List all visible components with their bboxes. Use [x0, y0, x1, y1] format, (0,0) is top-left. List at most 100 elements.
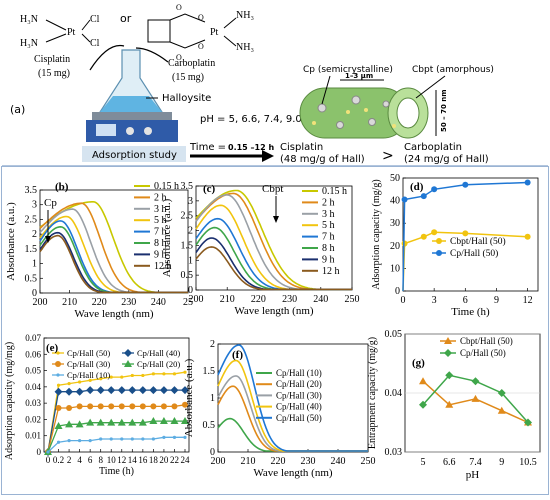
cbpt-amorphous-label: Cbpt (amorphous) — [412, 65, 494, 75]
y-tick-label: 0.02 — [25, 414, 41, 424]
x-tick-label: 210 — [220, 294, 235, 305]
data-point — [524, 179, 531, 186]
legend-label: 9 h — [154, 249, 167, 260]
data-point — [67, 439, 71, 443]
y-tick-label: 0 — [37, 447, 42, 457]
time-value: 0.15 –12 h — [228, 143, 274, 152]
legend-label: Cp/Hall (50) — [67, 348, 110, 358]
x-tick-label: 24 — [181, 455, 191, 465]
x-tick-label: 20 — [159, 455, 169, 465]
data-point — [151, 372, 155, 376]
legend-label: Cp/Hall (30) — [276, 390, 322, 400]
or-label: or — [120, 12, 132, 25]
series-line-Cp-Hall-30- — [47, 404, 186, 453]
x-tick-label: 3 — [432, 295, 437, 306]
data-point — [120, 437, 124, 441]
data-point — [118, 403, 125, 410]
data-point — [117, 386, 126, 395]
flask-liquid — [100, 96, 162, 112]
y-tick-label: 10 — [390, 263, 400, 274]
series-line-12-h — [39, 234, 188, 294]
x-tick-label: 200 — [33, 297, 48, 308]
data-point — [54, 387, 63, 396]
data-point — [76, 403, 83, 410]
x-tick-label: 200 — [189, 294, 204, 305]
data-point — [88, 439, 92, 443]
x-tick-label: 250 — [361, 456, 376, 467]
data-point — [524, 418, 532, 427]
x-tick-label: 220 — [92, 297, 107, 308]
y-tick-label: 0.5 — [181, 270, 194, 281]
data-point — [96, 418, 105, 426]
data-point — [151, 437, 155, 441]
time-arrow-head — [262, 150, 274, 162]
y-tick-label: 40 — [390, 196, 400, 207]
data-point — [130, 437, 134, 441]
x-tick-label: 210 — [62, 297, 77, 308]
legend-label: Cp/Hall (10) — [67, 370, 110, 380]
data-point — [107, 418, 116, 426]
data-point — [149, 386, 158, 395]
legend-label: Cp/Hall (40) — [137, 348, 180, 358]
series-line-Cp-Hall-50- — [217, 344, 368, 452]
y-tick-label: 0 — [32, 288, 37, 299]
legend-label: 8 h — [322, 243, 335, 254]
x-tick-label: 230 — [282, 294, 297, 305]
carboplatin-nh3-top: NH₃ — [236, 10, 254, 21]
chart-d-plot-area — [402, 177, 539, 292]
x-tick-label: 10 — [107, 455, 117, 465]
y-tick-label: 1.5 — [203, 366, 216, 377]
y-tick-label: 0 — [395, 286, 400, 297]
cbpt-pointer — [415, 75, 446, 99]
annotation-arrowhead — [45, 236, 51, 243]
drug-particle — [317, 103, 327, 113]
data-point — [107, 386, 116, 395]
y-tick-label: 20 — [390, 241, 400, 252]
y-tick-label: 2 — [32, 229, 37, 240]
panel-label: (b) — [55, 181, 69, 193]
time-label: Time = — [189, 142, 226, 153]
x-tick-label: 16 — [138, 455, 148, 465]
data-point — [120, 375, 124, 379]
stirrer-plate — [92, 112, 172, 120]
legend-label: Cp/Hall (10) — [276, 368, 322, 378]
data-point — [170, 386, 179, 395]
legend-label: Cp/Hall (20) — [137, 359, 180, 369]
data-point — [55, 405, 62, 412]
x-tick-label: 9 — [499, 457, 504, 468]
scheme-background — [1, 1, 549, 166]
x-tick-label: 240 — [331, 456, 346, 467]
y-tick-label: 1 — [210, 393, 215, 404]
stirrer-knob-1 — [126, 127, 134, 135]
y-tick-label: 0.5 — [25, 273, 38, 284]
arrow-carboplatin-to-flask — [135, 47, 169, 63]
data-point — [431, 229, 438, 236]
data-point — [419, 377, 427, 385]
x-tick-label: 4 — [77, 455, 82, 465]
y-tick-label: 0.07 — [25, 333, 41, 343]
x-tick-label: 12 — [117, 455, 126, 465]
data-point — [141, 437, 145, 441]
panel-label: (e) — [46, 342, 59, 354]
x-axis-label: Wave length (nm) — [234, 305, 313, 317]
y-tick-label: 0.05 — [25, 366, 41, 376]
legend-label: 12 h — [322, 266, 340, 277]
data-point — [172, 372, 177, 376]
cp-semicrystalline-label: Cp (semicrystalline) — [303, 65, 393, 75]
y-tick-label: 1 — [32, 259, 37, 270]
data-point — [181, 386, 189, 395]
data-point — [117, 418, 126, 426]
legend-label: Cp/Hall (40) — [276, 402, 322, 412]
drug-dot — [312, 121, 316, 125]
series-line-Cp-Hall-50- — [47, 371, 186, 453]
y-tick-label: 3.5 — [181, 181, 194, 192]
carboplatin-mass: (15 mg) — [172, 72, 204, 83]
y-axis-label: Adsorption capacity (mg/g) — [371, 179, 382, 290]
y-tick-label: 0.03 — [25, 398, 41, 408]
data-point — [67, 382, 71, 386]
data-point — [419, 400, 427, 409]
legend-label: 3 h — [154, 204, 167, 215]
